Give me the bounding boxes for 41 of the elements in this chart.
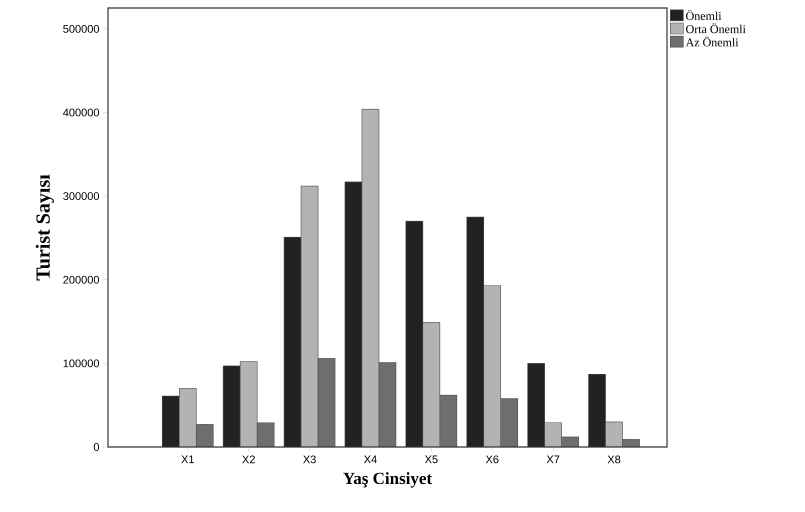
- x-tick-label: X1: [181, 456, 194, 464]
- bar: [257, 422, 274, 447]
- y-tick-label: 200000: [63, 276, 100, 284]
- legend-label: Orta Önemli: [686, 23, 746, 34]
- y-tick-label: 0: [94, 443, 100, 451]
- legend-label: Önemli: [686, 10, 722, 20]
- bar: [378, 362, 396, 447]
- bar: [588, 374, 606, 447]
- y-axis-title: Turist Sayısı: [36, 174, 54, 280]
- bar: [544, 422, 562, 447]
- x-tick-label: X5: [424, 456, 438, 464]
- bar: [344, 182, 362, 447]
- bar: [179, 388, 196, 447]
- bar: [318, 358, 336, 447]
- x-tick-label: X3: [303, 456, 316, 464]
- bar: [440, 395, 457, 447]
- y-tick-label: 100000: [64, 359, 100, 368]
- x-tick-label: X2: [242, 456, 255, 464]
- y-tick-label: 500000: [63, 25, 100, 33]
- x-axis-title: Yaş Cinsiyet: [343, 472, 432, 488]
- bar: [284, 237, 302, 447]
- x-tick-label: X6: [486, 456, 498, 464]
- y-tick-label: 400000: [63, 108, 100, 116]
- legend-label: Az Önemli: [686, 36, 738, 46]
- bar: [528, 363, 545, 447]
- bar: [466, 217, 484, 447]
- bar: [240, 362, 258, 447]
- x-tick-label: X7: [546, 456, 560, 464]
- bar: [301, 186, 318, 447]
- bar: [406, 221, 423, 447]
- bar: [500, 398, 518, 447]
- bar: [484, 286, 501, 447]
- bar: [162, 396, 180, 447]
- bar: [223, 366, 240, 447]
- bar: [196, 424, 214, 447]
- bar: [422, 322, 440, 447]
- y-tick-label: 300000: [63, 192, 100, 200]
- x-tick-label: X4: [364, 456, 377, 464]
- bar: [605, 422, 623, 447]
- bar: [362, 109, 379, 447]
- x-tick-label: X8: [608, 456, 620, 464]
